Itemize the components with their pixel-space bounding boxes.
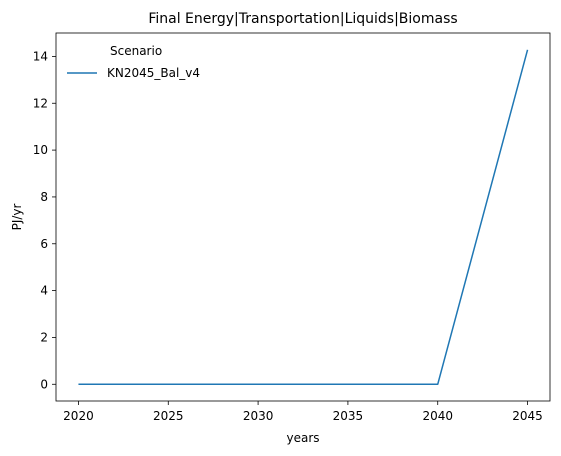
y-tick-label: 12 [33,96,48,110]
y-tick-label: 14 [33,49,48,63]
y-axis-label: PJ/yr [10,204,24,231]
y-tick-label: 8 [40,190,48,204]
y-tick-label: 2 [40,330,48,344]
legend-title: Scenario [110,44,162,58]
y-tick-label: 10 [33,143,48,157]
x-tick-label: 2030 [243,409,274,423]
y-tick-label: 6 [40,237,48,251]
x-tick-label: 2020 [63,409,94,423]
legend: Scenario KN2045_Bal_v4 [67,44,200,80]
series-line-0 [78,49,529,386]
y-tick-label: 0 [40,377,48,391]
plot-frame [55,32,551,402]
x-axis-ticks: 2020 2025 2030 2035 2040 2045 [63,401,543,423]
x-tick-label: 2035 [333,409,364,423]
y-axis-ticks: 0 2 4 6 8 10 12 14 [33,49,56,391]
chart-title: Final Energy|Transportation|Liquids|Biom… [148,11,457,27]
legend-series-label: KN2045_Bal_v4 [107,66,200,80]
x-tick-label: 2045 [512,409,543,423]
x-tick-label: 2025 [153,409,184,423]
series-layer [78,49,529,386]
y-tick-label: 4 [40,284,48,298]
plot-border [55,32,551,402]
x-tick-label: 2040 [422,409,453,423]
x-axis-label: years [286,431,319,445]
